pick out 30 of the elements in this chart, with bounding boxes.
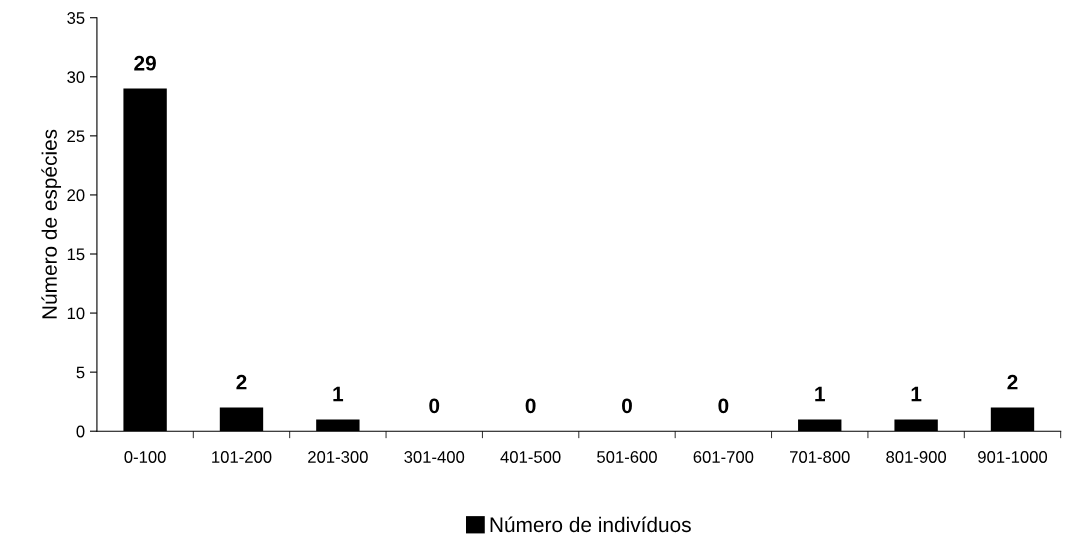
x-tick-label: 501-600 bbox=[597, 451, 657, 463]
data-label: 0 bbox=[718, 398, 729, 414]
x-tick-label: 201-300 bbox=[308, 451, 368, 463]
y-tick-label: 25 bbox=[67, 130, 85, 143]
x-tick-label: 701-800 bbox=[790, 451, 850, 463]
y-tick-label: 10 bbox=[67, 307, 85, 320]
data-label: 29 bbox=[134, 55, 156, 71]
x-tick-label: 0-100 bbox=[124, 451, 166, 463]
data-label: 0 bbox=[622, 398, 632, 414]
y-tick-label: 30 bbox=[67, 71, 85, 83]
x-tick-label: 301-400 bbox=[404, 451, 465, 463]
y-tick-label: 35 bbox=[67, 12, 85, 24]
legend-label: Número de indivíduos bbox=[490, 516, 691, 533]
data-label: 1 bbox=[333, 386, 344, 402]
data-label: 2 bbox=[236, 374, 247, 390]
y-tick-label: 5 bbox=[76, 366, 85, 379]
x-tick-label: 801-900 bbox=[886, 451, 947, 463]
y-tick-label: 15 bbox=[67, 248, 85, 261]
y-tick-label: 20 bbox=[67, 189, 85, 202]
x-tick-label: 601-700 bbox=[693, 451, 754, 463]
y-tick-label: 0 bbox=[76, 425, 85, 438]
y-axis-title: Número de espécies bbox=[41, 129, 62, 319]
data-label: 1 bbox=[911, 386, 922, 402]
x-tick-label: 101-200 bbox=[212, 451, 272, 463]
data-label: 0 bbox=[429, 398, 440, 414]
x-tick-label: 401-500 bbox=[500, 451, 561, 463]
data-label: 1 bbox=[815, 386, 825, 402]
data-label: 0 bbox=[525, 398, 536, 414]
x-tick-label: 901-1000 bbox=[978, 451, 1048, 463]
data-label: 2 bbox=[1007, 374, 1018, 390]
